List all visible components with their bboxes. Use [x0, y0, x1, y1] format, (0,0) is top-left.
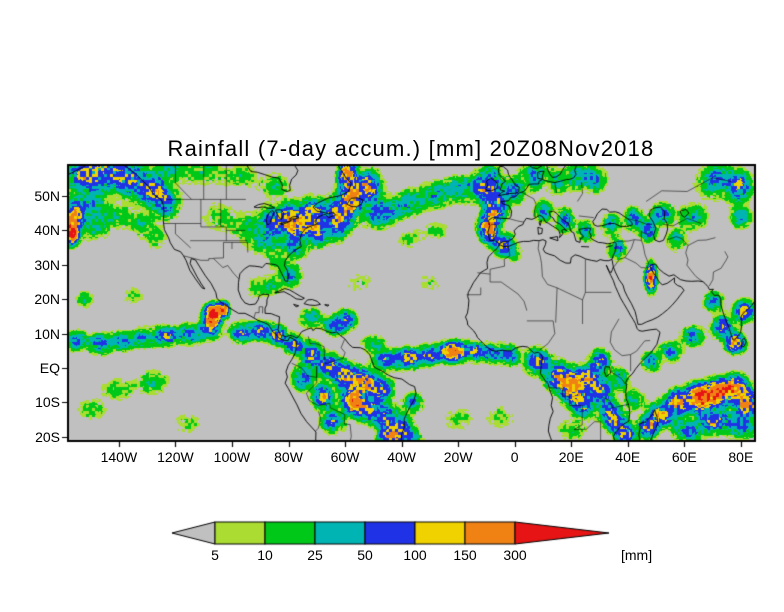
lon-tick-label: 60E	[671, 449, 697, 465]
lat-tick-label: 50N	[34, 187, 60, 204]
lat-tick-label: 40N	[34, 222, 60, 239]
colorbar-tick-label: 5	[211, 547, 219, 563]
colorbar-tick-label: 100	[403, 547, 427, 563]
lon-tick-label: 60W	[330, 449, 360, 465]
lon-tick-label: 0	[510, 449, 519, 465]
colorbar-tick-label: 25	[307, 547, 323, 563]
lat-tick-label: 20N	[34, 291, 60, 308]
lon-tick-label: 20W	[443, 449, 473, 465]
lon-tick-label: 20E	[558, 449, 584, 465]
colorbar-tick-label: 50	[357, 547, 373, 563]
lon-tick-label: 100W	[213, 449, 251, 465]
lon-tick-label: 120W	[157, 449, 194, 465]
lon-tick-label: 80E	[728, 449, 754, 465]
figure-title: Rainfall (7-day accum.) [mm] 20Z08Nov201…	[167, 136, 655, 161]
colorbar-unit-label: [mm]	[621, 547, 653, 563]
colorbar-tick-label: 10	[257, 547, 273, 563]
lat-tick-label: 10N	[34, 325, 60, 342]
lon-tick-label: 40W	[387, 449, 416, 465]
colorbar-tick-label: 150	[453, 547, 477, 563]
lat-tick-label: 30N	[34, 256, 60, 273]
lon-tick-label: 80W	[274, 449, 303, 465]
lat-tick-label: 10S	[35, 394, 60, 411]
lat-tick-label: EQ	[39, 360, 60, 377]
lon-tick-label: 140W	[100, 449, 138, 465]
lat-tick-label: 20S	[35, 428, 60, 445]
colorbar-tick-label: 300	[503, 547, 527, 563]
lon-tick-label: 40E	[615, 449, 641, 465]
